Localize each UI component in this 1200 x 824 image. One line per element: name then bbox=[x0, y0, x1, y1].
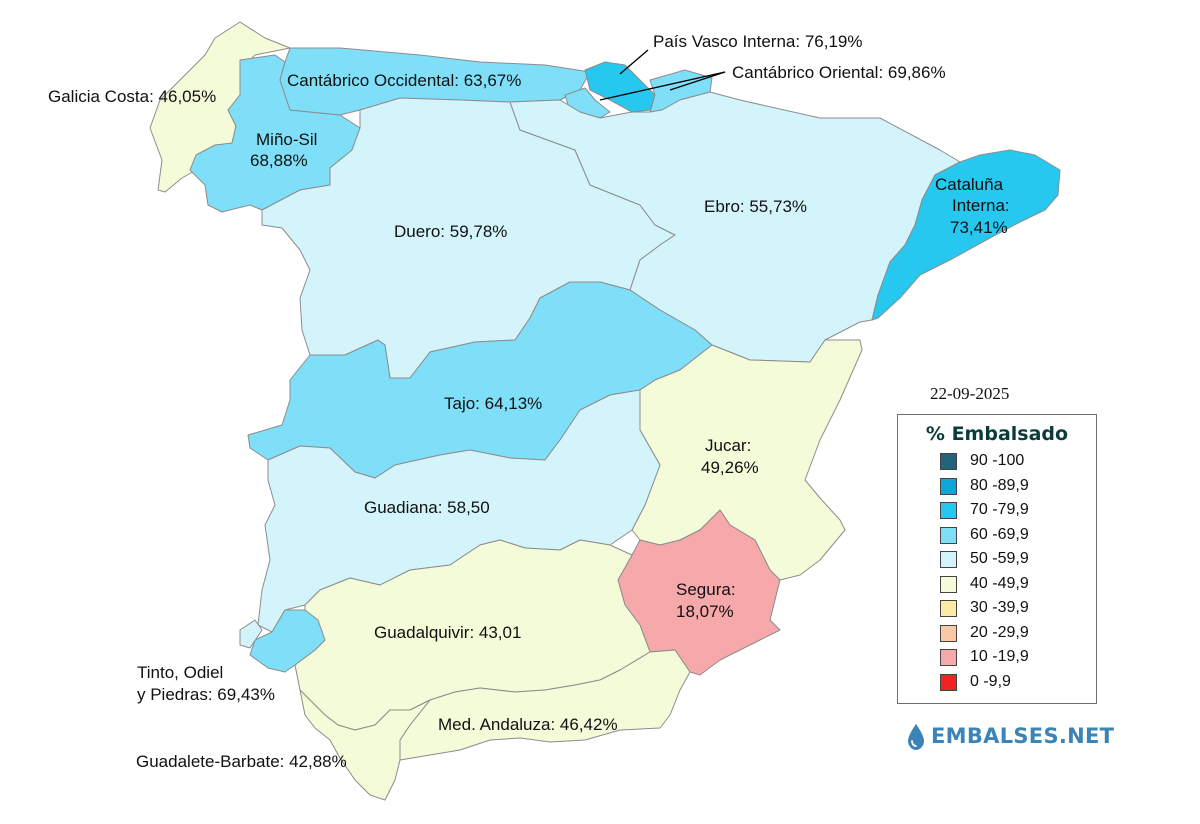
legend-label: 50 -59,9 bbox=[970, 550, 1029, 567]
label-jucar: Jucar: bbox=[705, 436, 751, 455]
label-mino-sil: Miño-Sil bbox=[256, 130, 317, 149]
label-med-andaluza: Med. Andaluza: 46,42% bbox=[438, 715, 618, 734]
legend-title: % Embalsado bbox=[925, 423, 1069, 445]
legend-label: 40 -49,9 bbox=[970, 574, 1029, 592]
label-tinto: Tinto, Odiel bbox=[137, 663, 223, 682]
label-duero: Duero: 59,78% bbox=[394, 222, 507, 241]
basin-guadalete-barbate bbox=[299, 689, 431, 801]
label-cantabrico-oriental: Cantábrico Oriental: 69,86% bbox=[732, 63, 946, 82]
water-drop-icon bbox=[908, 724, 924, 750]
legend-label: 20 -29,9 bbox=[970, 623, 1029, 641]
basin-guadiana-coast bbox=[239, 619, 263, 649]
leader-cantabrico-oriental-1 bbox=[599, 71, 726, 101]
label-guadiana: Guadiana: 58,50 bbox=[364, 498, 490, 517]
legend-swatch bbox=[940, 477, 957, 495]
basin-med-andaluza bbox=[399, 649, 691, 761]
leader-pais-vasco bbox=[619, 49, 649, 75]
legend-label: 0 -9,9 bbox=[970, 672, 1011, 690]
map-date: 22-09-2025 bbox=[930, 384, 1010, 403]
label-pais-vasco: País Vasco Interna: 76,19% bbox=[653, 32, 862, 51]
legend-label: 90 -100 bbox=[970, 452, 1025, 469]
legend-swatch bbox=[940, 526, 957, 544]
label-galicia: Galicia Costa: 46,05% bbox=[48, 87, 216, 106]
leader-cantabrico-oriental-2 bbox=[669, 71, 726, 91]
legend-swatch bbox=[940, 600, 957, 617]
label-jucar-value: 49,26% bbox=[701, 458, 759, 477]
legend-swatch bbox=[940, 502, 957, 519]
label-cataluna: Cataluña bbox=[935, 175, 1004, 194]
legend-label: 30 -39,9 bbox=[970, 599, 1029, 616]
label-cataluna-value: 73,41% bbox=[950, 218, 1008, 237]
brand-name: EMBALSES.NET bbox=[931, 724, 1115, 748]
legend: % Embalsado 90 -100 80 -89,9 70 -79,9 60 -6… bbox=[897, 414, 1097, 704]
legend-label: 60 -69,9 bbox=[970, 525, 1029, 543]
legend-swatch bbox=[940, 551, 957, 568]
legend-swatch bbox=[940, 575, 957, 593]
basin-tinto-odiel-piedras bbox=[249, 609, 326, 673]
legend-swatch bbox=[940, 649, 957, 666]
label-cataluna-2: Interna: bbox=[952, 196, 1010, 215]
legend-label: 10 -19,9 bbox=[970, 648, 1029, 665]
legend-swatch bbox=[940, 453, 957, 470]
label-segura: Segura: bbox=[676, 580, 736, 599]
legend-label: 70 -79,9 bbox=[970, 501, 1029, 518]
label-cantabrico-occidental: Cantábrico Occidental: 63,67% bbox=[287, 71, 521, 90]
legend-label: 80 -89,9 bbox=[970, 476, 1029, 494]
legend-swatch bbox=[940, 624, 957, 642]
label-mino-sil-value: 68,88% bbox=[250, 151, 308, 170]
label-guadalquivir: Guadalquivir: 43,01 bbox=[374, 623, 521, 642]
label-segura-value: 18,07% bbox=[676, 602, 734, 621]
label-tinto-value: y Piedras: 69,43% bbox=[137, 685, 275, 704]
legend-swatch bbox=[940, 673, 957, 691]
basin-cataluna-interna bbox=[871, 149, 1061, 321]
label-tajo: Tajo: 64,13% bbox=[444, 394, 542, 413]
label-guadalete: Guadalete-Barbate: 42,88% bbox=[136, 752, 347, 771]
label-ebro: Ebro: 55,73% bbox=[704, 197, 807, 216]
